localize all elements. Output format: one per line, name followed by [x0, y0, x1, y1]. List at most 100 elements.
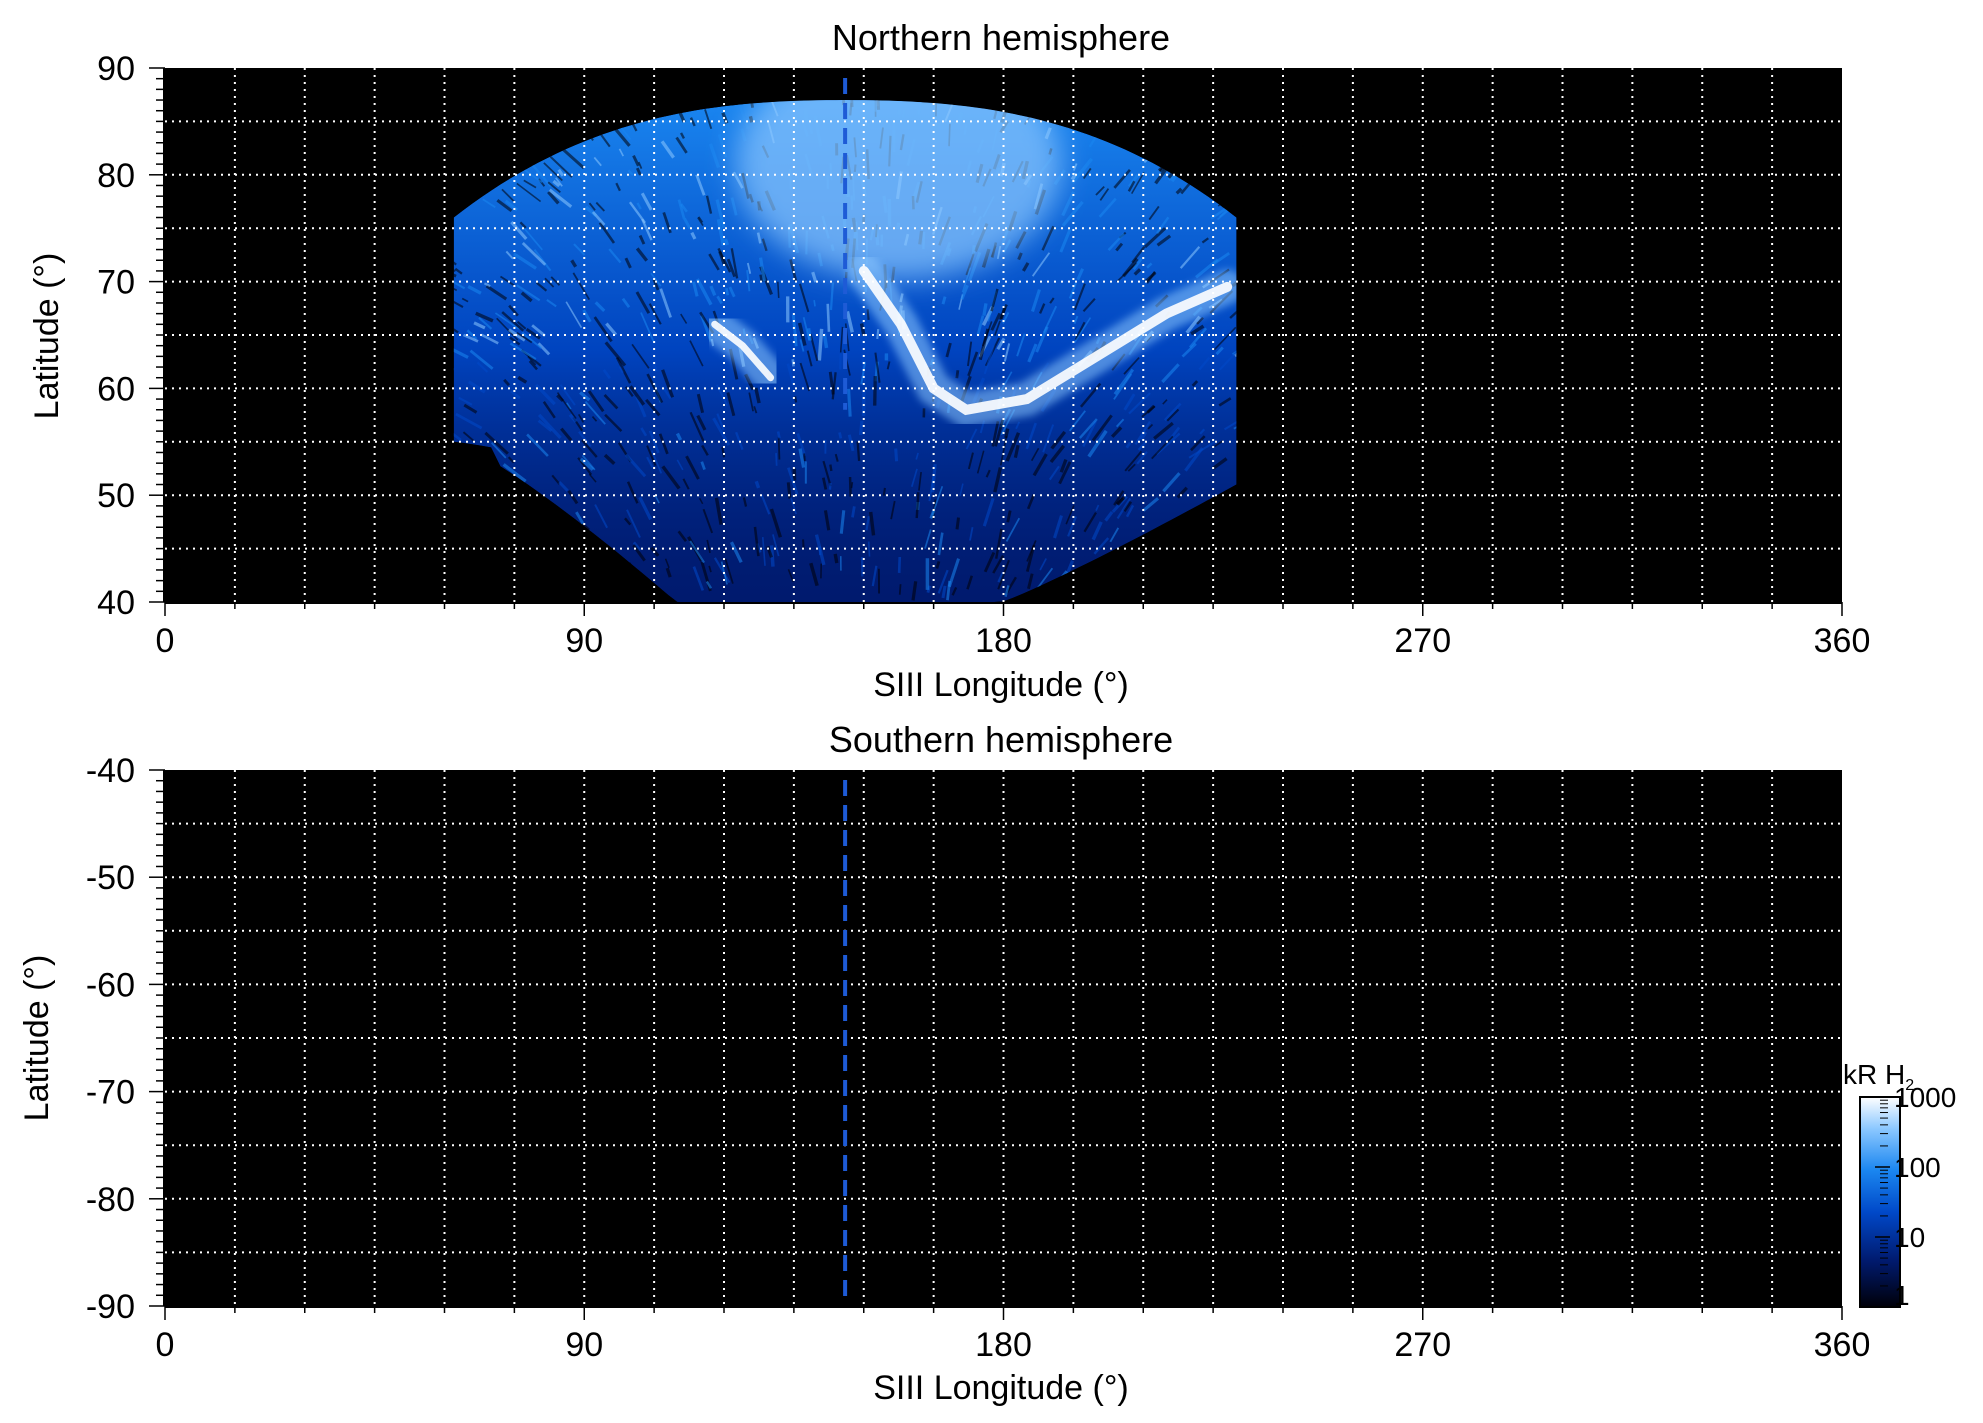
- emission-streak: [1049, 444, 1066, 464]
- emission-streak: [823, 510, 831, 531]
- emission-streak: [685, 455, 700, 480]
- emission-streak: [548, 188, 573, 208]
- emission-streak: [570, 259, 578, 268]
- emission-streak: [726, 392, 736, 417]
- emission-streak: [660, 140, 675, 159]
- emission-streak: [985, 469, 991, 478]
- emission-streak: [1215, 346, 1224, 356]
- emission-streak: [1098, 197, 1117, 218]
- emission-streak: [1139, 431, 1148, 441]
- emission-streak: [595, 201, 606, 212]
- y-tick-label: -50: [86, 859, 135, 897]
- emission-streak: [821, 477, 828, 490]
- emission-streak: [746, 270, 751, 292]
- emission-streak: [831, 372, 837, 400]
- emission-streak: [543, 162, 563, 182]
- emission-streak: [951, 586, 958, 596]
- emission-streak: [1027, 573, 1034, 590]
- emission-streak: [1073, 315, 1079, 324]
- emission-streak: [990, 288, 999, 312]
- emission-streak: [712, 417, 731, 446]
- emission-streak: [1093, 537, 1110, 555]
- emission-streak: [967, 351, 979, 377]
- emission-streak: [1091, 414, 1113, 442]
- emission-streak: [983, 344, 995, 375]
- north-y-axis-label: Latitude (°): [28, 253, 66, 420]
- emission-streak: [813, 300, 816, 307]
- emission-streak: [544, 277, 555, 288]
- emission-streak: [568, 413, 578, 423]
- emission-streak: [822, 460, 832, 487]
- emission-streak: [890, 500, 896, 520]
- colorbar-label: kR H2: [1843, 1059, 1914, 1094]
- emission-streak: [1026, 493, 1036, 510]
- emission-streak: [461, 297, 469, 303]
- emission-streak: [1013, 444, 1020, 459]
- emission-streak: [692, 566, 705, 591]
- north-y-ticks: 40 50 60 70 80 90: [97, 50, 165, 622]
- emission-streak: [1115, 418, 1125, 428]
- emission-streak: [594, 301, 606, 313]
- emission-streak: [573, 243, 586, 256]
- emission-streak: [1190, 435, 1206, 452]
- emission-streak: [806, 350, 813, 367]
- emission-streak: [484, 431, 509, 455]
- emission-streak: [527, 355, 537, 366]
- colorbar: kR H2 1 10 100 1000: [1843, 1059, 1956, 1311]
- emission-streak: [624, 453, 647, 478]
- emission-streak: [537, 413, 562, 439]
- emission-streak: [761, 537, 766, 566]
- emission-streak: [1115, 497, 1125, 506]
- emission-streak: [1229, 298, 1237, 319]
- emission-streak: [787, 568, 795, 583]
- emission-streak: [1110, 426, 1123, 438]
- emission-streak: [680, 313, 688, 324]
- emission-streak: [828, 371, 835, 395]
- x-tick-label: 360: [1814, 1326, 1871, 1364]
- emission-streak: [1059, 458, 1068, 473]
- emission-streak: [453, 284, 458, 292]
- south-y-axis-label: Latitude (°): [18, 955, 56, 1122]
- colorbar-tick-label: 1000: [1894, 1082, 1956, 1113]
- emission-streak: [557, 168, 565, 177]
- emission-streak: [560, 427, 573, 442]
- emission-streak: [1136, 451, 1148, 465]
- emission-streak: [1115, 242, 1124, 252]
- emission-streak: [517, 375, 528, 384]
- emission-streak: [969, 526, 974, 541]
- emission-streak: [786, 363, 795, 385]
- emission-streak: [535, 281, 548, 292]
- emission-streak: [1005, 432, 1021, 462]
- emission-streak: [565, 301, 583, 329]
- emission-streak: [834, 453, 839, 462]
- emission-streak: [886, 361, 891, 370]
- emission-streak: [1218, 397, 1232, 407]
- emission-streak: [1091, 521, 1103, 541]
- emission-streak: [1082, 167, 1092, 180]
- emission-streak: [689, 540, 705, 564]
- emission-streak: [865, 516, 870, 531]
- emission-streak: [708, 253, 720, 271]
- emission-streak: [910, 468, 918, 487]
- emission-streak: [551, 474, 561, 485]
- emission-streak: [787, 467, 799, 495]
- emission-streak: [581, 439, 598, 458]
- emission-streak: [1179, 246, 1201, 269]
- emission-streak: [626, 509, 641, 538]
- emission-streak: [976, 315, 985, 335]
- emission-streak: [587, 390, 605, 413]
- emission-streak: [724, 558, 734, 584]
- emission-streak: [661, 465, 681, 490]
- emission-streak: [496, 199, 513, 213]
- emission-streak: [769, 508, 782, 538]
- emission-streak: [1219, 350, 1237, 371]
- emission-streak: [547, 181, 561, 194]
- emission-streak: [1161, 363, 1180, 384]
- emission-streak: [695, 278, 713, 306]
- south-x-ticks: 0 90 180 270 360: [156, 1306, 1871, 1364]
- emission-streak: [990, 312, 1002, 331]
- emission-streak: [1127, 180, 1136, 192]
- emission-streak: [961, 267, 972, 293]
- emission-streak: [809, 333, 819, 362]
